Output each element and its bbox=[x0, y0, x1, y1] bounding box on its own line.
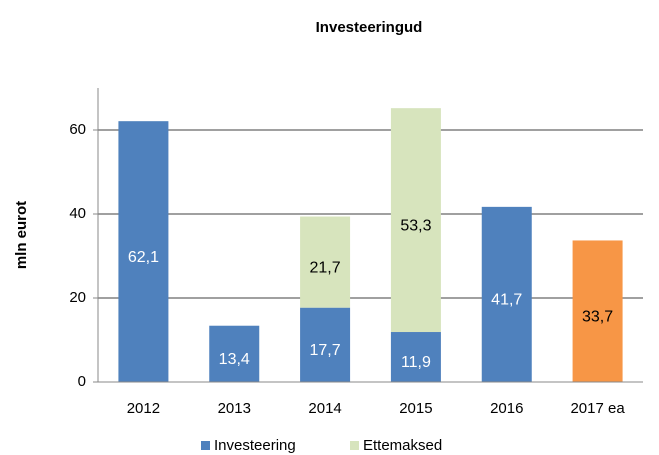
value-label: 11,9 bbox=[401, 354, 431, 371]
x-tick-label: 2014 bbox=[308, 400, 341, 417]
bar-segment bbox=[390, 332, 441, 382]
x-tick-label: 2013 bbox=[218, 400, 251, 417]
bar-segment bbox=[118, 121, 169, 383]
x-tick-label: 2016 bbox=[490, 400, 523, 417]
value-label: 62,1 bbox=[128, 249, 159, 266]
legend-swatch bbox=[350, 441, 359, 450]
value-label: 53,3 bbox=[400, 217, 431, 234]
x-tick-label: 2017 ea bbox=[570, 400, 625, 417]
bar-segment bbox=[300, 216, 351, 308]
legend-swatch bbox=[201, 441, 210, 450]
legend-label: Ettemaksed bbox=[363, 437, 442, 454]
value-label: 33,7 bbox=[582, 308, 613, 325]
x-tick-label: 2015 bbox=[399, 400, 432, 417]
chart-title: Investeeringud bbox=[316, 19, 423, 36]
bar-segment bbox=[481, 206, 532, 382]
y-tick-label: 40 bbox=[69, 205, 86, 222]
bar-segment bbox=[300, 307, 351, 382]
bar-segment bbox=[209, 325, 260, 382]
value-label: 41,7 bbox=[491, 292, 522, 309]
y-axis-label: mln eurot bbox=[13, 201, 30, 269]
legend-label: Investeering bbox=[214, 437, 296, 454]
bar-segment bbox=[572, 240, 623, 382]
bar-segment bbox=[390, 108, 441, 333]
y-tick-label: 20 bbox=[69, 289, 86, 306]
y-tick-label: 60 bbox=[69, 121, 86, 138]
value-label: 21,7 bbox=[310, 259, 341, 276]
x-tick-label: 2012 bbox=[127, 400, 160, 417]
value-label: 17,7 bbox=[310, 342, 341, 359]
value-label: 13,4 bbox=[219, 351, 250, 368]
y-tick-label: 0 bbox=[78, 373, 86, 390]
